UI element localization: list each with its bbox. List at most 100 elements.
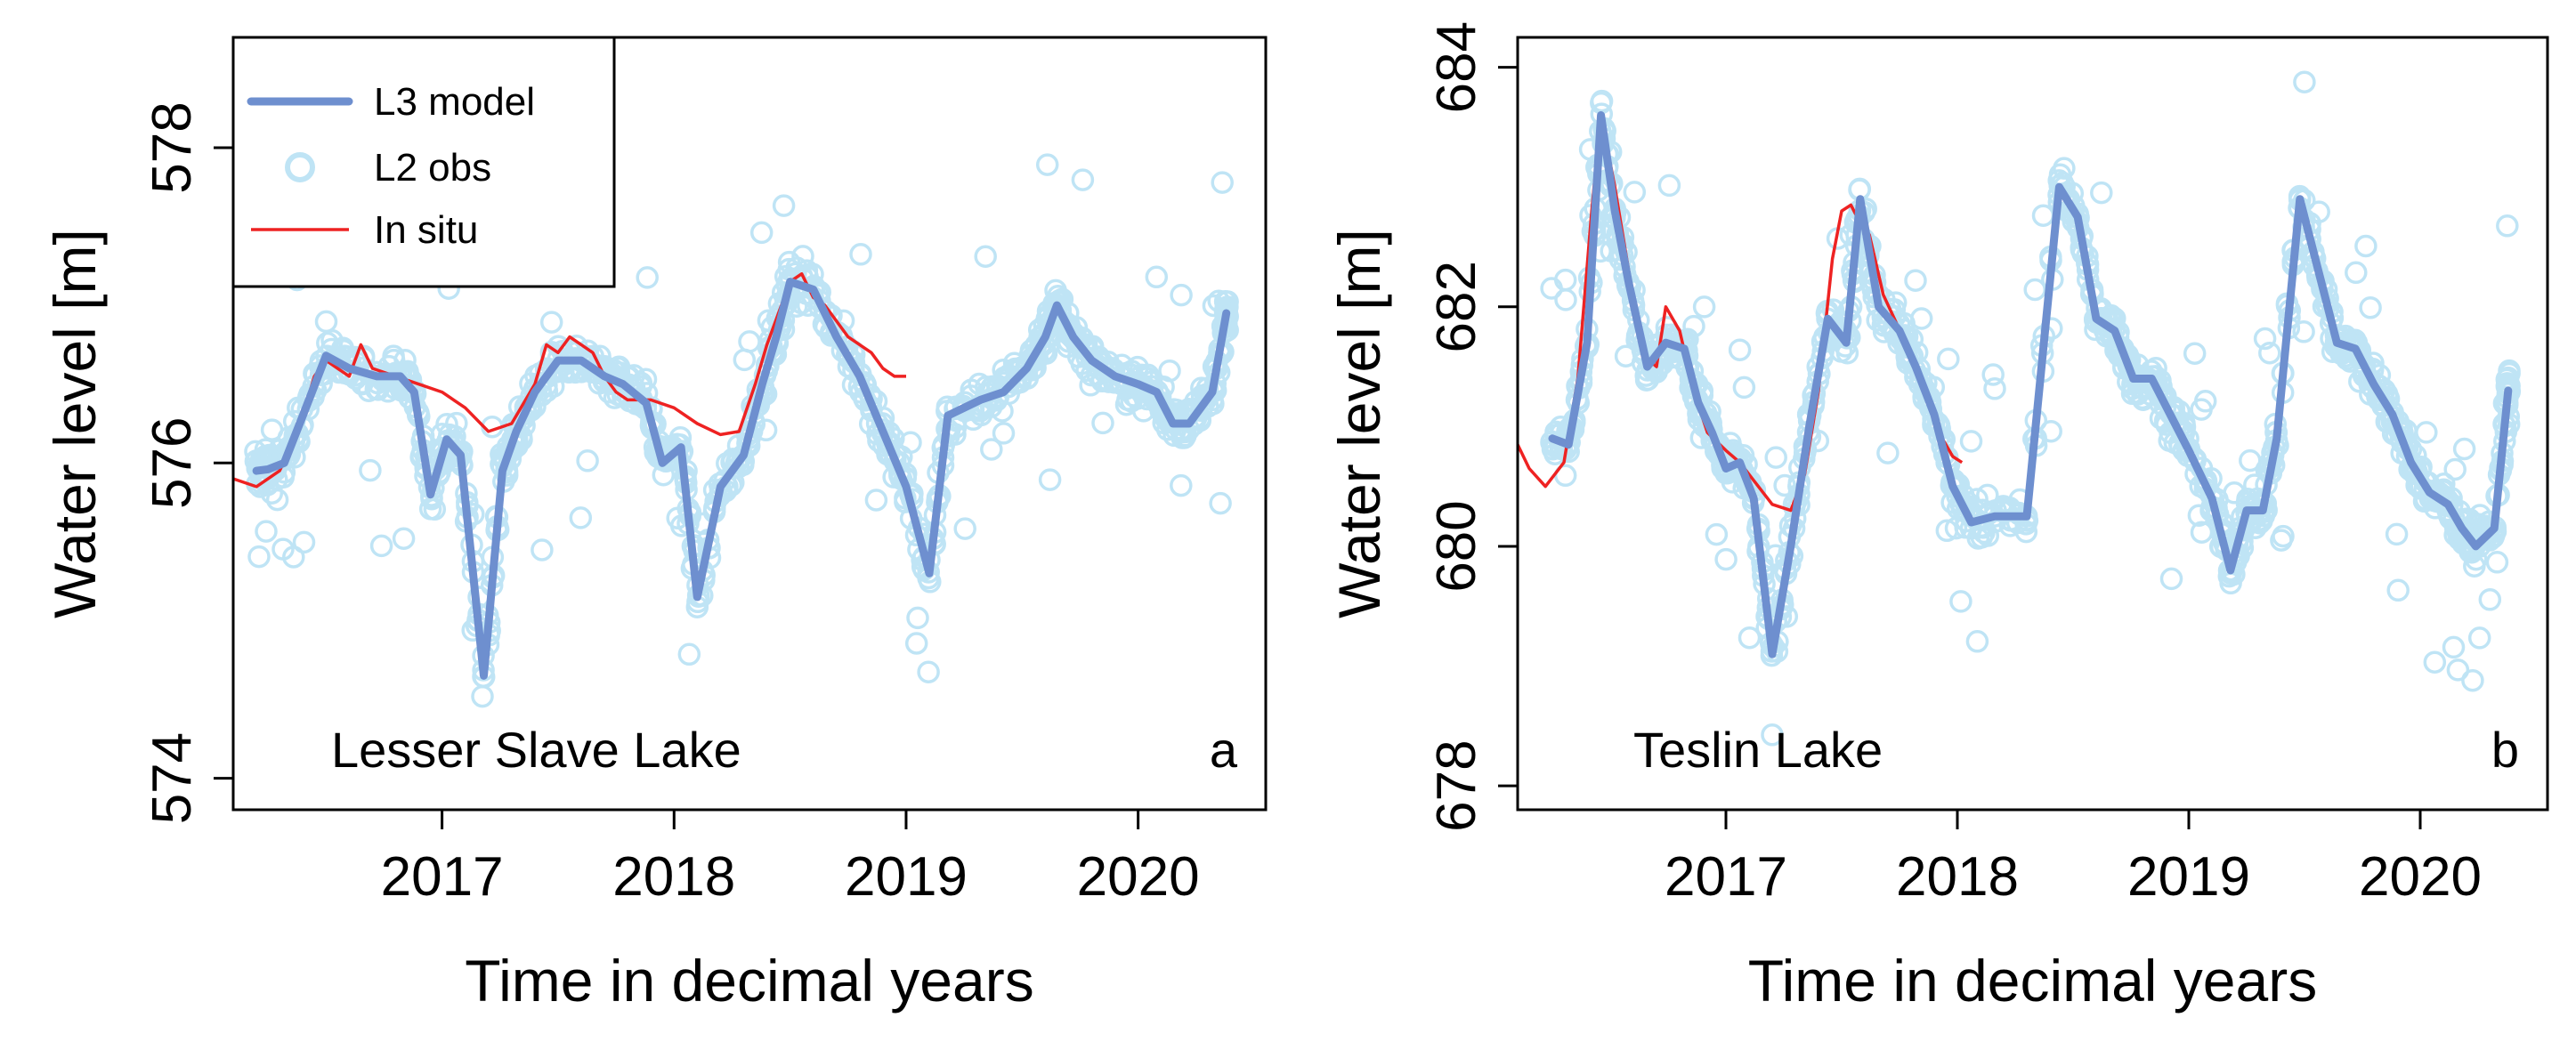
obs-point bbox=[1949, 590, 1973, 613]
x-tick-label: 2017 bbox=[1665, 846, 1787, 908]
obs-point bbox=[1876, 441, 1900, 464]
obs-point bbox=[531, 538, 554, 561]
obs-point bbox=[1038, 468, 1062, 491]
obs-point bbox=[2386, 578, 2410, 602]
y-tick-label: 682 bbox=[1426, 261, 1487, 352]
obs-point bbox=[1909, 307, 1933, 330]
obs-point bbox=[772, 194, 796, 217]
obs-point bbox=[1981, 363, 2005, 386]
obs-point bbox=[2292, 320, 2315, 343]
obs-point bbox=[1657, 174, 1681, 198]
obs-point bbox=[1211, 171, 1234, 194]
obs-point bbox=[1692, 295, 1716, 319]
legend-obs-swatch bbox=[285, 152, 315, 182]
obs-point bbox=[636, 266, 659, 289]
obs-point bbox=[2354, 234, 2378, 258]
legend-model-label: L3 model bbox=[374, 80, 535, 124]
obs-point bbox=[359, 458, 382, 482]
obs-point bbox=[2293, 70, 2316, 93]
obs-point bbox=[471, 684, 494, 708]
obs-point bbox=[1714, 547, 1738, 571]
obs-point bbox=[677, 642, 701, 666]
obs-point bbox=[2452, 437, 2476, 461]
obs-point bbox=[980, 438, 1003, 461]
obs-point bbox=[1682, 314, 1705, 338]
obs-point bbox=[1554, 288, 1577, 311]
y-tick-label: 574 bbox=[142, 732, 203, 824]
obs-point bbox=[1738, 626, 1762, 650]
x-tick-label: 2020 bbox=[2359, 846, 2482, 908]
y-axis-label: Water level [m] bbox=[1326, 229, 1392, 618]
obs-point bbox=[733, 348, 757, 372]
obs-point bbox=[314, 310, 338, 334]
x-tick-label: 2019 bbox=[2127, 846, 2250, 908]
obs-point bbox=[1145, 265, 1169, 289]
obs-point bbox=[1091, 411, 1114, 435]
y-tick-label: 680 bbox=[1426, 500, 1487, 592]
obs-point bbox=[2090, 181, 2113, 205]
obs-point bbox=[1209, 491, 1232, 515]
obs-point bbox=[2023, 278, 2046, 302]
obs-point bbox=[2183, 342, 2207, 365]
legend-insitu-label: In situ bbox=[374, 208, 478, 252]
panel-b: 2017 2018 2019 2020 678 680 682 684 Time in de… bbox=[1326, 21, 2549, 1014]
obs-point bbox=[2496, 214, 2519, 238]
obs-point bbox=[974, 245, 997, 268]
obs-point bbox=[539, 311, 563, 334]
panel-letter: b bbox=[2491, 722, 2519, 778]
obs-point bbox=[1170, 473, 1193, 497]
obs-point bbox=[2385, 522, 2409, 546]
obs-point bbox=[1071, 168, 1095, 191]
obs-point bbox=[634, 368, 658, 391]
obs-point bbox=[2485, 551, 2509, 574]
obs-point bbox=[2442, 635, 2466, 659]
obs-point bbox=[292, 530, 316, 554]
obs-point bbox=[255, 520, 278, 543]
l2-obs-points bbox=[1540, 70, 2521, 747]
obs-point bbox=[247, 545, 271, 569]
obs-point bbox=[1761, 723, 1784, 747]
y-tick-label: 678 bbox=[1426, 739, 1487, 831]
obs-point bbox=[899, 431, 922, 455]
obs-point bbox=[1965, 630, 1989, 653]
obs-point bbox=[864, 489, 888, 512]
obs-point bbox=[2443, 457, 2467, 481]
obs-point bbox=[904, 632, 928, 655]
obs-point bbox=[265, 488, 289, 512]
obs-point bbox=[260, 481, 284, 505]
obs-point bbox=[423, 497, 447, 521]
obs-point bbox=[953, 517, 976, 540]
obs-point bbox=[1728, 338, 1752, 361]
obs-point bbox=[992, 422, 1016, 445]
obs-point bbox=[2039, 419, 2062, 443]
y-axis: 574 576 578 bbox=[142, 101, 233, 824]
obs-point bbox=[2461, 668, 2484, 692]
obs-point bbox=[1705, 522, 1729, 546]
panel-a: 2017 2018 2019 2020 574 576 578 Time in decim… bbox=[42, 36, 1268, 1014]
x-tick-label: 2017 bbox=[381, 846, 504, 908]
obs-point bbox=[2415, 421, 2438, 444]
obs-point bbox=[849, 243, 872, 266]
obs-point bbox=[2345, 261, 2368, 285]
obs-point bbox=[1158, 359, 1181, 383]
y-tick-label: 576 bbox=[142, 417, 203, 509]
obs-point bbox=[754, 418, 778, 442]
obs-point bbox=[1983, 377, 2006, 400]
obs-point bbox=[2478, 588, 2502, 611]
obs-point bbox=[1170, 283, 1193, 307]
obs-point bbox=[2423, 650, 2447, 674]
obs-point bbox=[749, 221, 774, 245]
y-tick-label: 578 bbox=[142, 101, 203, 193]
obs-point bbox=[2359, 296, 2382, 319]
obs-point bbox=[2307, 200, 2330, 223]
x-axis: 2017 2018 2019 2020 bbox=[1665, 810, 2482, 908]
obs-point bbox=[2253, 327, 2277, 351]
obs-point bbox=[282, 545, 305, 569]
obs-point bbox=[906, 606, 929, 630]
plot-frame bbox=[1516, 36, 2549, 812]
x-tick-label: 2019 bbox=[845, 846, 968, 908]
obs-point bbox=[1959, 430, 1983, 453]
y-axis-label: Water level [m] bbox=[42, 229, 108, 618]
plot-frame bbox=[231, 36, 1268, 812]
